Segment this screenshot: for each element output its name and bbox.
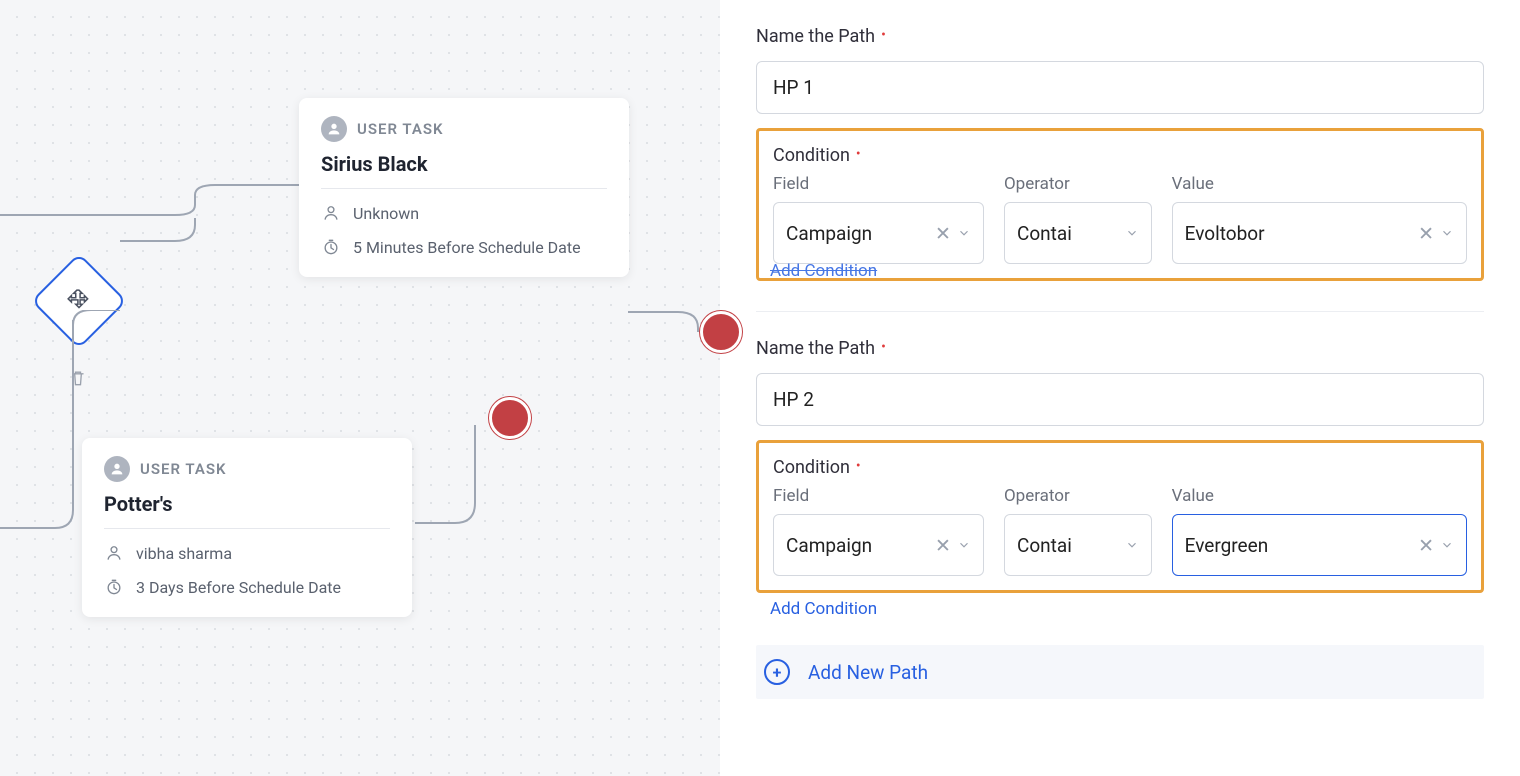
field-label: Field — [773, 174, 984, 194]
clock-icon — [321, 237, 341, 257]
workflow-canvas[interactable]: USER TASK Sirius Black Unknown 5 Minutes… — [0, 0, 720, 776]
card-title: Potter's — [104, 492, 390, 529]
move-arrows-icon — [66, 288, 92, 314]
condition-highlight-box: Condition Field Campaign ✕ Operator Cont… — [756, 440, 1484, 593]
clear-icon[interactable]: ✕ — [1418, 534, 1434, 557]
card-type: USER TASK — [140, 460, 227, 478]
person-icon — [321, 203, 341, 223]
task-card[interactable]: USER TASK Sirius Black Unknown 5 Minutes… — [299, 98, 629, 277]
add-condition-link[interactable]: Add Condition — [756, 261, 1484, 281]
field-label: Field — [773, 486, 984, 506]
person-icon — [104, 543, 124, 563]
add-new-path-button[interactable]: + Add New Path — [756, 645, 1484, 699]
clock-icon — [104, 577, 124, 597]
operator-select[interactable]: Contai — [1004, 202, 1152, 264]
field-select[interactable]: Campaign ✕ — [773, 514, 984, 576]
value-label: Value — [1172, 174, 1467, 194]
connector — [0, 183, 305, 243]
condition-label: Condition — [773, 145, 1467, 166]
card-title: Sirius Black — [321, 152, 607, 189]
card-type: USER TASK — [357, 120, 444, 138]
path-name-input[interactable] — [756, 61, 1484, 114]
user-icon — [104, 456, 130, 482]
operator-label: Operator — [1004, 174, 1152, 194]
clear-icon[interactable]: ✕ — [1418, 222, 1434, 245]
card-assignee: vibha sharma — [136, 544, 232, 563]
endpoint-dot[interactable] — [489, 397, 531, 439]
operator-select[interactable]: Contai — [1004, 514, 1152, 576]
chevron-down-icon — [957, 226, 971, 240]
chevron-down-icon — [1125, 226, 1139, 240]
user-icon — [321, 116, 347, 142]
config-panel: Name the Path Condition Field Campaign ✕… — [720, 0, 1520, 776]
field-select[interactable]: Campaign ✕ — [773, 202, 984, 264]
task-card[interactable]: USER TASK Potter's vibha sharma 3 Days B… — [82, 438, 412, 617]
condition-label: Condition — [773, 457, 1467, 478]
add-new-path-label: Add New Path — [808, 661, 928, 684]
condition-highlight-box: Condition Field Campaign ✕ Operator Cont… — [756, 128, 1484, 281]
card-schedule: 3 Days Before Schedule Date — [136, 578, 341, 597]
divider — [756, 311, 1484, 312]
clear-icon[interactable]: ✕ — [935, 534, 951, 557]
value-label: Value — [1172, 486, 1467, 506]
chevron-down-icon — [1440, 538, 1454, 552]
clear-icon[interactable]: ✕ — [935, 222, 951, 245]
operator-label: Operator — [1004, 486, 1152, 506]
plus-icon: + — [764, 659, 790, 685]
endpoint-dot[interactable] — [700, 311, 742, 353]
value-select[interactable]: Evoltobor ✕ — [1172, 202, 1467, 264]
add-condition-link[interactable]: Add Condition — [756, 599, 1484, 619]
value-select[interactable]: Evergreen ✕ — [1172, 514, 1467, 576]
card-assignee: Unknown — [353, 204, 419, 223]
chevron-down-icon — [1125, 538, 1139, 552]
path-name-label: Name the Path — [756, 26, 1484, 47]
card-schedule: 5 Minutes Before Schedule Date — [353, 238, 581, 257]
chevron-down-icon — [957, 538, 971, 552]
chevron-down-icon — [1440, 226, 1454, 240]
path-name-label: Name the Path — [756, 338, 1484, 359]
path-name-input[interactable] — [756, 373, 1484, 426]
